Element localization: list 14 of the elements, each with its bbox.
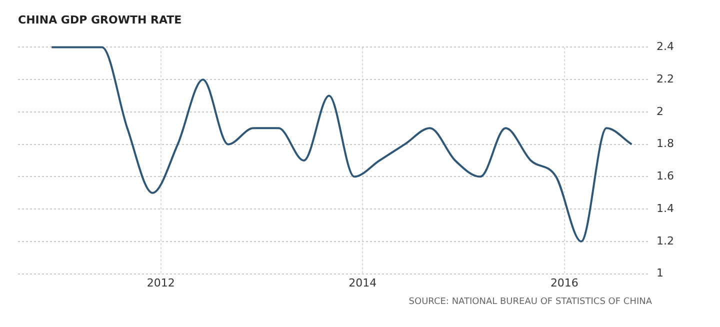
y-tick-label: 1.6 bbox=[656, 170, 674, 183]
x-tick-label: 2016 bbox=[550, 276, 578, 290]
y-tick-label: 1 bbox=[656, 266, 664, 280]
x-tick-label: 2012 bbox=[146, 276, 175, 290]
y-tick-label: 1.4 bbox=[656, 202, 674, 215]
line-series bbox=[50, 46, 633, 242]
chart-title: CHINA GDP GROWTH RATE bbox=[18, 13, 182, 26]
x-tick-label: 2014 bbox=[348, 276, 377, 290]
y-tick-label: 1.8 bbox=[656, 137, 674, 150]
y-tick-label: 1.2 bbox=[656, 234, 674, 248]
source-note: SOURCE: NATIONAL BUREAU OF STATISTICS OF CHINA bbox=[408, 297, 653, 307]
y-tick-label: 2 bbox=[656, 104, 664, 118]
y-tick-label: 2.4 bbox=[656, 40, 674, 54]
y-tick-label: 2.2 bbox=[656, 72, 674, 86]
